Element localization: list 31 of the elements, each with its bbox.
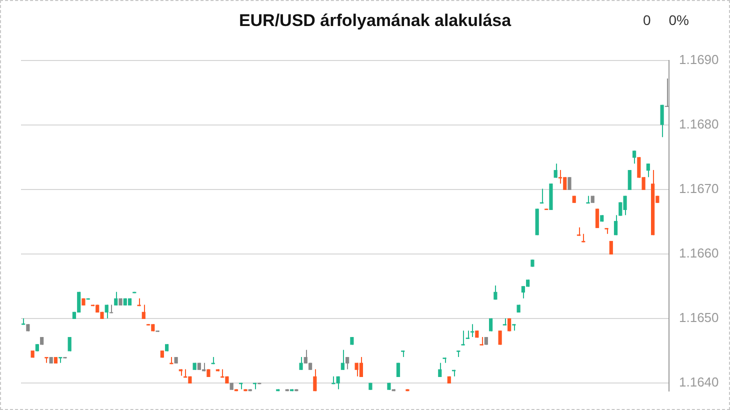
candlestick — [632, 150, 636, 164]
candlestick — [568, 176, 572, 191]
text: 0 — [642, 12, 651, 28]
candlestick — [359, 356, 364, 378]
candlestick — [346, 356, 350, 370]
candlestick — [104, 304, 108, 319]
candlestick — [438, 362, 442, 378]
candlestick — [461, 330, 465, 346]
candlestick — [114, 291, 118, 306]
y-tick-label: 1.1680 — [679, 116, 719, 132]
candlestick — [313, 368, 317, 392]
y-tick-label: 1.1690 — [679, 52, 719, 67]
candlestick — [660, 104, 664, 138]
candlestick — [470, 324, 474, 338]
candlestick — [340, 349, 344, 370]
candlestick — [68, 336, 72, 352]
candlestick — [664, 78, 668, 108]
candlestick — [299, 356, 303, 370]
y-tick-label: 1.1670 — [679, 180, 719, 196]
candlestick — [498, 330, 502, 346]
candlestick — [595, 208, 600, 229]
candlestick — [494, 284, 498, 300]
candlestick — [646, 163, 650, 178]
y-tick-label: 1.1650 — [679, 310, 719, 325]
y-tick-label: 1.1660 — [679, 245, 719, 260]
candlestick — [609, 240, 613, 254]
chart-title: EUR/USD árfolyamának alakulása — [238, 10, 512, 30]
candlestick — [554, 163, 558, 178]
text: 0% — [668, 12, 689, 28]
candlestick — [142, 304, 146, 320]
y-tick-label: 1.1640 — [679, 374, 719, 390]
